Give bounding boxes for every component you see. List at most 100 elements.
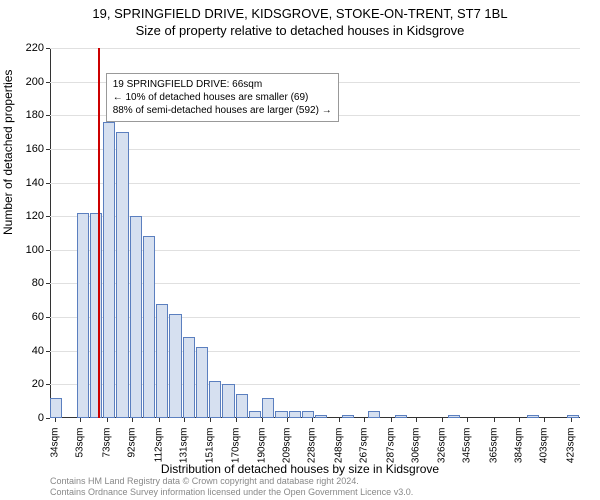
x-tick-label: 228sqm	[307, 428, 318, 464]
histogram-bar	[368, 411, 380, 418]
histogram-bar	[567, 415, 579, 418]
histogram-bar	[103, 122, 115, 418]
y-tick-label: 120	[26, 210, 44, 222]
x-tick-label: 287sqm	[385, 428, 396, 464]
x-tick	[467, 418, 468, 422]
histogram-bar	[262, 398, 274, 418]
y-tick-label: 200	[26, 76, 44, 88]
chart-container: 19, SPRINGFIELD DRIVE, KIDSGROVE, STOKE-…	[0, 0, 600, 500]
y-tick	[46, 418, 50, 419]
x-tick-label: 151sqm	[205, 428, 216, 464]
x-tick-label: 131sqm	[178, 428, 189, 464]
histogram-bar	[448, 415, 460, 418]
histogram-bar	[156, 304, 168, 418]
info-box-line: ← 10% of detached houses are smaller (69…	[113, 91, 332, 104]
x-tick-label: 209sqm	[282, 428, 293, 464]
page-title: 19, SPRINGFIELD DRIVE, KIDSGROVE, STOKE-…	[0, 0, 600, 21]
x-tick	[262, 418, 263, 422]
x-tick-label: 326sqm	[437, 428, 448, 464]
x-tick	[312, 418, 313, 422]
y-tick	[46, 115, 50, 116]
y-tick-label: 140	[26, 177, 44, 189]
x-tick-label: 384sqm	[514, 428, 525, 464]
y-tick-label: 160	[26, 143, 44, 155]
histogram-bar	[196, 347, 208, 418]
x-tick	[210, 418, 211, 422]
x-tick	[571, 418, 572, 422]
x-tick-label: 365sqm	[488, 428, 499, 464]
x-tick	[494, 418, 495, 422]
histogram-bar	[395, 415, 407, 418]
x-tick-label: 345sqm	[462, 428, 473, 464]
histogram-bar	[275, 411, 287, 418]
histogram-bar	[527, 415, 539, 418]
x-tick	[236, 418, 237, 422]
x-tick	[339, 418, 340, 422]
x-tick	[184, 418, 185, 422]
histogram-bar	[169, 314, 181, 418]
x-tick-label: 170sqm	[230, 428, 241, 464]
y-tick	[46, 149, 50, 150]
y-tick	[46, 351, 50, 352]
y-tick	[46, 48, 50, 49]
y-tick-label: 80	[32, 277, 44, 289]
x-tick	[287, 418, 288, 422]
x-tick	[416, 418, 417, 422]
x-tick	[544, 418, 545, 422]
x-tick-label: 248sqm	[333, 428, 344, 464]
histogram-bar	[249, 411, 261, 418]
histogram-bar	[143, 236, 155, 418]
reference-line	[98, 48, 100, 418]
y-tick-label: 40	[32, 345, 44, 357]
histogram-bar	[50, 398, 62, 418]
plot-area: 02040608010012014016018020022034sqm53sqm…	[50, 48, 580, 418]
y-axis-label: Number of detached properties	[1, 70, 15, 235]
histogram-bar	[130, 216, 142, 418]
x-tick-label: 112sqm	[153, 428, 164, 463]
x-tick	[132, 418, 133, 422]
credits-line: Contains HM Land Registry data © Crown c…	[50, 476, 413, 487]
histogram-bar	[222, 384, 234, 418]
x-tick	[80, 418, 81, 422]
credits-line: Contains Ordnance Survey information lic…	[50, 487, 413, 498]
histogram-bar	[77, 213, 89, 418]
y-tick-label: 0	[38, 412, 44, 424]
x-tick	[159, 418, 160, 422]
y-tick	[46, 216, 50, 217]
x-axis-label: Distribution of detached houses by size …	[0, 462, 600, 476]
credits: Contains HM Land Registry data © Crown c…	[50, 476, 413, 498]
y-tick	[46, 384, 50, 385]
histogram-bar	[90, 213, 102, 418]
x-tick-label: 53sqm	[75, 428, 86, 458]
histogram-bar	[342, 415, 354, 418]
histogram-bar	[289, 411, 301, 418]
page-subtitle: Size of property relative to detached ho…	[0, 21, 600, 38]
x-tick	[442, 418, 443, 422]
histogram-bar	[209, 381, 221, 418]
x-tick	[107, 418, 108, 422]
y-tick	[46, 183, 50, 184]
info-box-line: 88% of semi-detached houses are larger (…	[113, 104, 332, 117]
x-tick-label: 34sqm	[50, 428, 61, 458]
histogram-bar	[236, 394, 248, 418]
x-tick-label: 73sqm	[101, 428, 112, 458]
histogram-bar	[116, 132, 128, 418]
y-tick	[46, 317, 50, 318]
y-tick-label: 180	[26, 109, 44, 121]
y-tick-label: 100	[26, 244, 44, 256]
y-tick	[46, 283, 50, 284]
x-tick-label: 423sqm	[565, 428, 576, 464]
histogram-bar	[315, 415, 327, 418]
y-tick-label: 220	[26, 42, 44, 54]
x-tick-label: 92sqm	[127, 428, 138, 458]
y-tick	[46, 82, 50, 83]
y-axis	[50, 48, 51, 418]
histogram-bar	[302, 411, 314, 418]
y-tick-label: 20	[32, 378, 44, 390]
info-box: 19 SPRINGFIELD DRIVE: 66sqm← 10% of deta…	[106, 73, 339, 122]
gridline	[50, 183, 580, 184]
x-tick	[391, 418, 392, 422]
y-tick-label: 60	[32, 311, 44, 323]
x-tick	[519, 418, 520, 422]
x-tick	[364, 418, 365, 422]
